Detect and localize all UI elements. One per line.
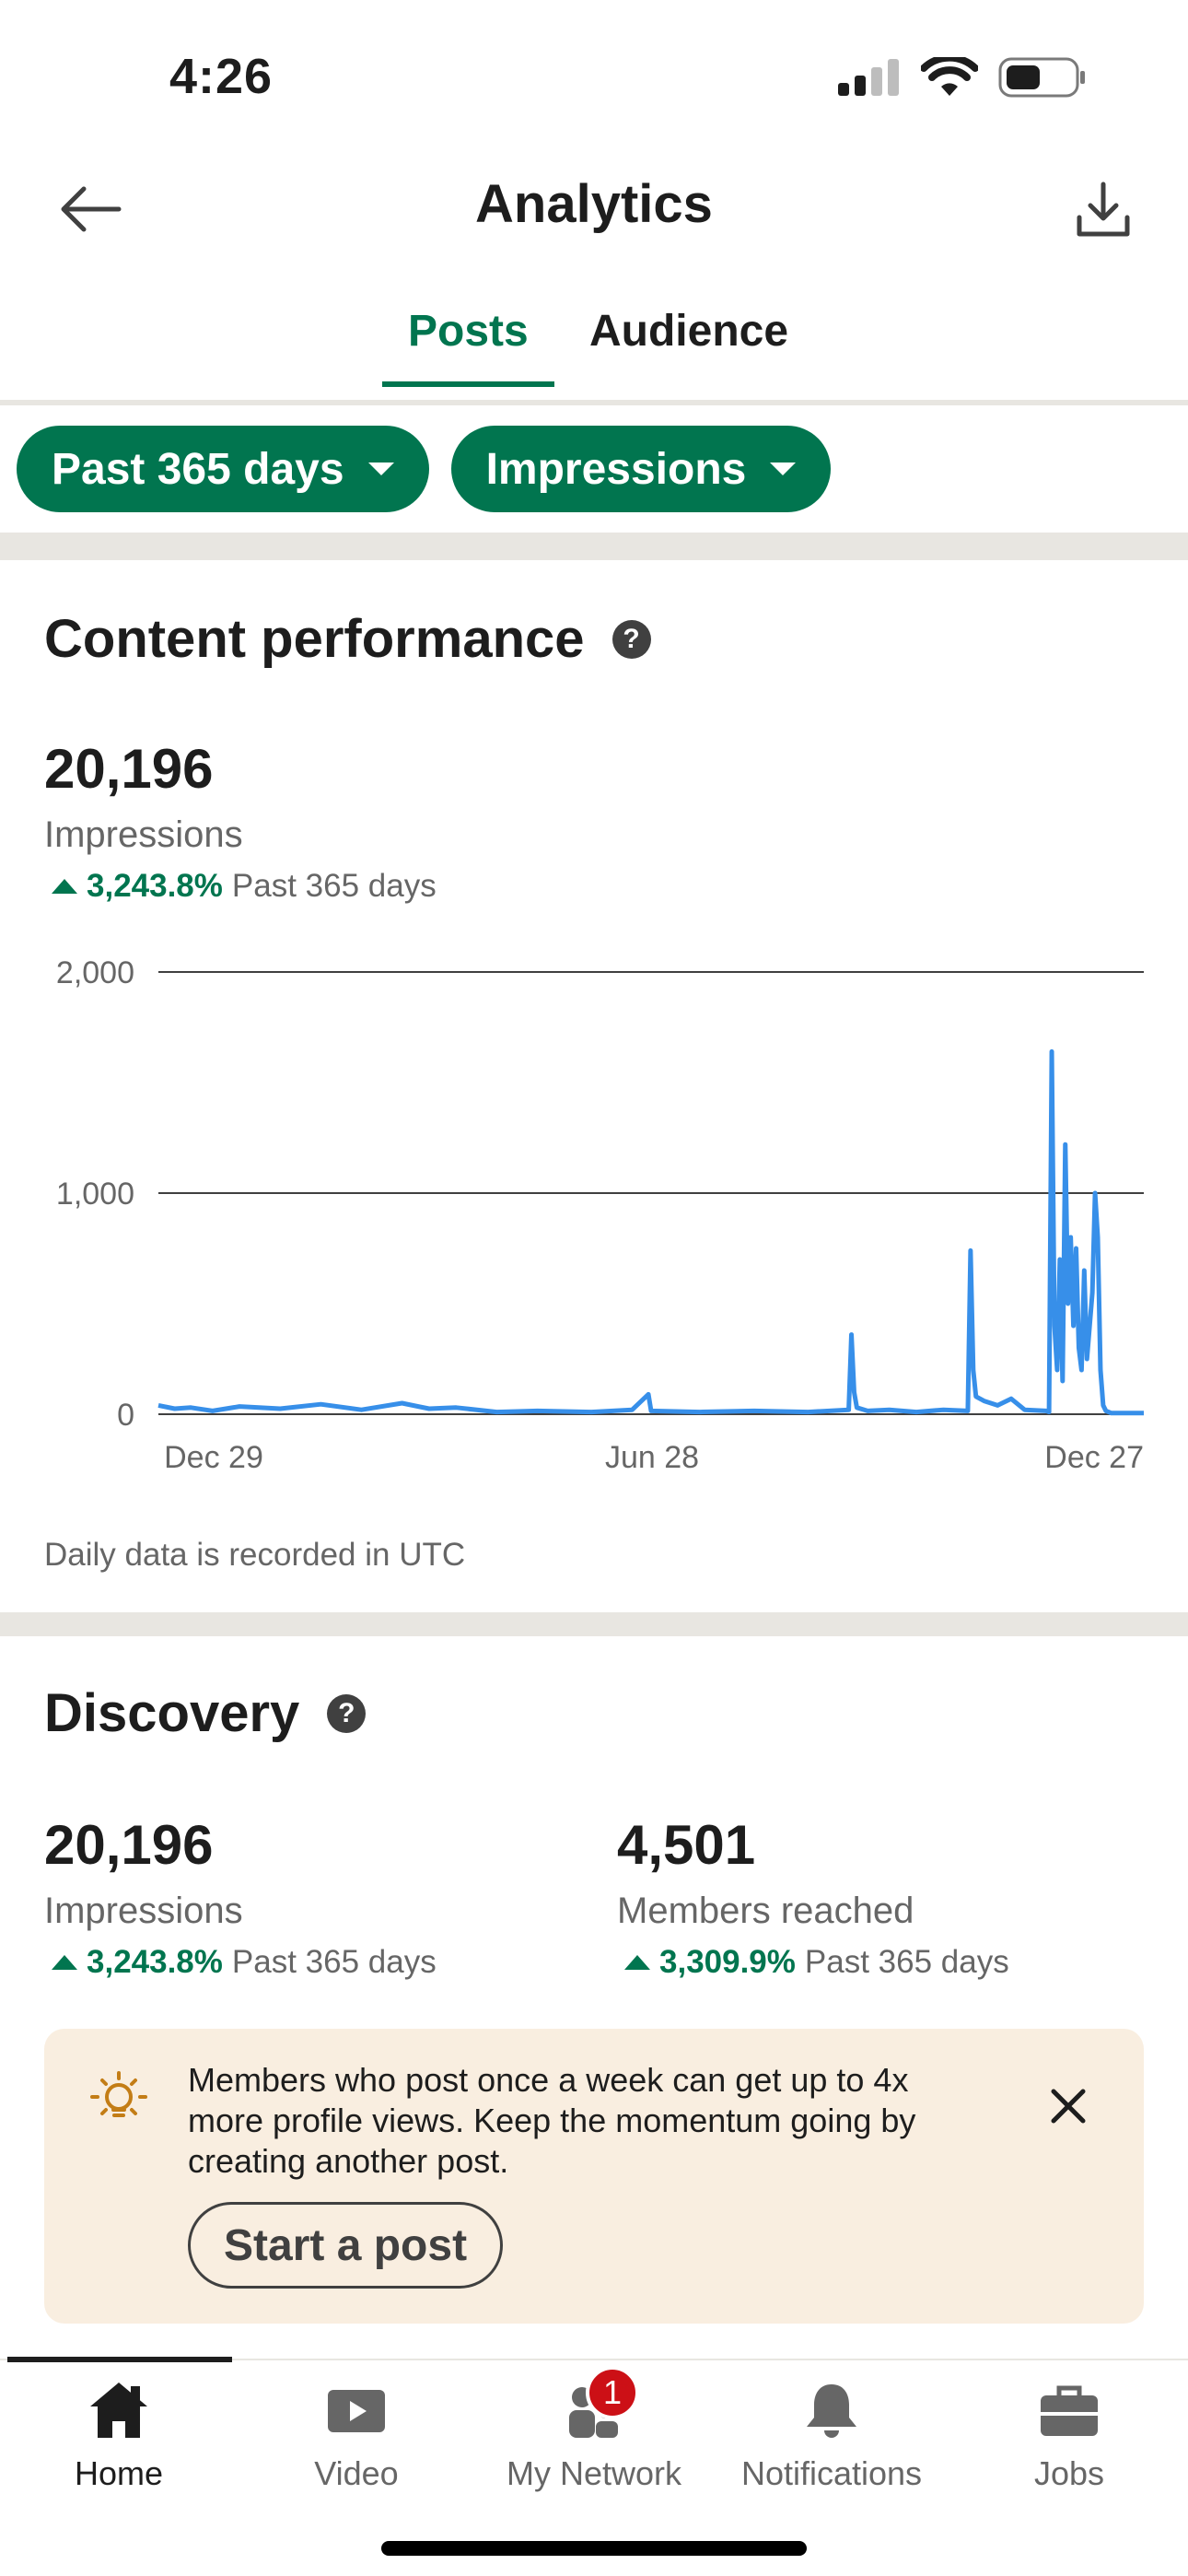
bell-icon (799, 2379, 864, 2443)
change-percent: 3,243.8% (87, 868, 223, 905)
impressions-change: 3,243.8% Past 365 days (52, 868, 437, 905)
signal-icon (836, 59, 901, 96)
start-a-post-button[interactable]: Start a post (188, 2202, 503, 2289)
chart-note: Daily data is recorded in UTC (44, 1537, 465, 1574)
video-icon (324, 2379, 389, 2443)
content-performance-heading: Content performance (44, 608, 585, 670)
nav-video[interactable]: Video (238, 2379, 475, 2508)
nav-home[interactable]: Home (0, 2379, 238, 2508)
caret-down-icon (770, 463, 796, 475)
change-period: Past 365 days (232, 1944, 437, 1981)
tip-card: Members who post once a week can get up … (44, 2029, 1144, 2324)
nav-active-indicator (7, 2357, 232, 2362)
chart-y-tick-label: 0 (117, 1398, 134, 1433)
metric-filter-label: Impressions (486, 444, 747, 495)
status-bar: 4:26 (0, 0, 1188, 147)
content-performance-title: Content performance ? (44, 608, 651, 670)
change-percent: 3,243.8% (87, 1944, 223, 1981)
nav-my-network[interactable]: 1 My Network (475, 2379, 713, 2508)
trend-up-icon (52, 1955, 77, 1970)
members-reached-label: Members reached (617, 1891, 914, 1932)
page-title: Analytics (0, 173, 1188, 235)
filter-bar: Past 365 days Impressions (17, 426, 831, 512)
lightbulb-icon (88, 2069, 149, 2130)
my-network-icon: 1 (562, 2379, 626, 2443)
discovery-impressions-change: 3,243.8% Past 365 days (52, 1944, 437, 1981)
tab-posts[interactable]: Posts (382, 304, 554, 387)
home-icon (87, 2379, 151, 2443)
status-time: 4:26 (169, 48, 273, 105)
wifi-icon (921, 57, 978, 98)
impressions-label: Impressions (44, 814, 243, 856)
tabs-divider (0, 400, 1188, 405)
chart-y-tick-label: 2,000 (56, 955, 134, 990)
nav-notifications[interactable]: Notifications (713, 2379, 950, 2508)
briefcase-icon (1037, 2379, 1101, 2443)
discovery-heading: Discovery (44, 1682, 299, 1744)
members-reached-change: 3,309.9% Past 365 days (624, 1944, 1009, 1981)
section-divider (0, 533, 1188, 560)
download-button[interactable] (1066, 173, 1140, 247)
top-bar: Analytics (0, 157, 1188, 258)
chart-x-tick-label: Dec 27 (1044, 1440, 1144, 1475)
members-reached-value: 4,501 (617, 1813, 755, 1877)
change-period: Past 365 days (232, 868, 437, 905)
status-icons (836, 57, 1087, 98)
impressions-chart: 0 1,000 2,000 Dec 29 Jun 28 Dec 27 (0, 931, 1188, 1502)
home-indicator (381, 2541, 807, 2556)
tab-audience[interactable]: Audience (564, 304, 814, 387)
discovery-impressions-value: 20,196 (44, 1813, 214, 1877)
change-period: Past 365 days (805, 1944, 1009, 1981)
change-percent: 3,309.9% (659, 1944, 796, 1981)
date-range-filter[interactable]: Past 365 days (17, 426, 429, 512)
metric-filter[interactable]: Impressions (451, 426, 832, 512)
discovery-title: Discovery ? (44, 1682, 366, 1744)
help-icon[interactable]: ? (327, 1694, 366, 1733)
trend-up-icon (624, 1955, 650, 1970)
tabs: Posts Audience (0, 286, 1188, 405)
battery-icon (998, 57, 1087, 98)
chart-x-tick-label: Dec 29 (164, 1440, 263, 1475)
nav-label: Notifications (741, 2454, 922, 2493)
nav-label: Home (75, 2454, 163, 2493)
download-icon (1076, 181, 1131, 240)
section-divider (0, 1612, 1188, 1636)
caret-down-icon (368, 463, 394, 475)
date-range-label: Past 365 days (52, 444, 344, 495)
nav-label: My Network (507, 2454, 681, 2493)
chart-y-tick-label: 1,000 (56, 1177, 134, 1212)
close-icon[interactable] (1048, 2086, 1089, 2126)
nav-label: Jobs (1034, 2454, 1104, 2493)
nav-label: Video (314, 2454, 398, 2493)
help-icon[interactable]: ? (612, 620, 651, 659)
impressions-value: 20,196 (44, 737, 214, 801)
trend-up-icon (52, 879, 77, 894)
tip-text: Members who post once a week can get up … (188, 2060, 980, 2182)
nav-jobs[interactable]: Jobs (950, 2379, 1188, 2508)
chart-x-tick-label: Jun 28 (605, 1440, 699, 1475)
discovery-impressions-label: Impressions (44, 1891, 243, 1932)
chart-series-line (158, 1051, 1144, 1412)
notification-badge: 1 (586, 2366, 639, 2419)
